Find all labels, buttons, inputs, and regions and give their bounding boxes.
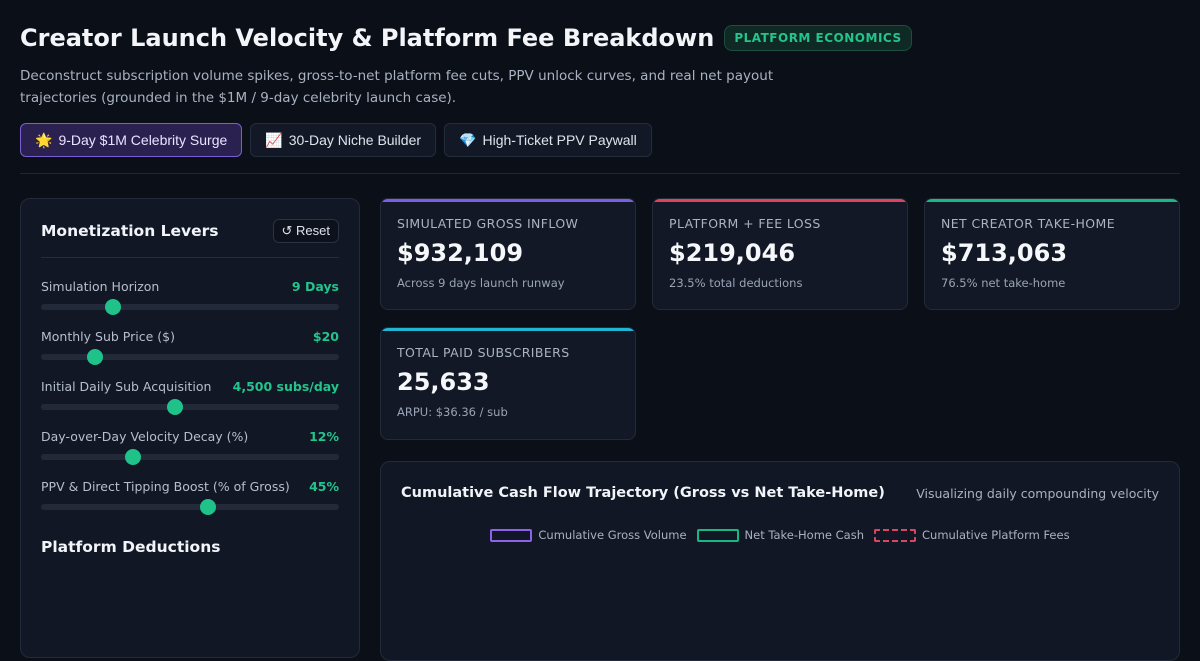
kpi-label: PLATFORM + FEE LOSS <box>669 216 821 231</box>
kpi-label: NET CREATOR TAKE-HOME <box>941 216 1116 231</box>
lever-label: Initial Daily Sub Acquisition <box>41 379 212 394</box>
monetization-levers-panel: Monetization Levers ↺ Reset Simulation H… <box>20 198 360 658</box>
slider-thumb[interactable] <box>199 499 216 515</box>
kpi-value: $713,063 <box>941 239 1068 267</box>
lever-velocity-decay: Day-over-Day Velocity Decay (%) 12% <box>41 408 339 465</box>
legend-item-fees[interactable]: Cumulative Platform Fees <box>874 528 1070 542</box>
chart-title: Cumulative Cash Flow Trajectory (Gross v… <box>401 485 885 501</box>
card-accent-bar <box>925 199 1179 202</box>
kpi-fee-loss-card: PLATFORM + FEE LOSS $219,046 23.5% total… <box>652 198 908 310</box>
preset-label: 9-Day $1M Celebrity Surge <box>58 132 228 148</box>
legend-item-gross[interactable]: Cumulative Gross Volume <box>490 528 687 542</box>
legend-swatch <box>490 528 533 542</box>
lever-label: Monthly Sub Price ($) <box>41 329 175 344</box>
slider-track[interactable] <box>41 499 339 515</box>
card-accent-bar <box>381 199 635 202</box>
kpi-value: 25,633 <box>397 368 490 396</box>
header: Creator Launch Velocity & Platform Fee B… <box>20 24 912 52</box>
cash-flow-chart-card: Cumulative Cash Flow Trajectory (Gross v… <box>380 461 1180 661</box>
platform-economics-badge: PLATFORM ECONOMICS <box>724 25 912 51</box>
preset-niche-builder-button[interactable]: 📈 30-Day Niche Builder <box>250 123 437 157</box>
star-icon: 🌟 <box>35 131 53 148</box>
kpi-gross-inflow-card: SIMULATED GROSS INFLOW $932,109 Across 9… <box>380 198 636 310</box>
chart-note: Visualizing daily compounding velocity <box>916 486 1159 501</box>
lever-label: PPV & Direct Tipping Boost (% of Gross) <box>41 479 290 494</box>
kpi-paid-subscribers-card: TOTAL PAID SUBSCRIBERS 25,633 ARPU: $36.… <box>380 327 636 440</box>
kpi-value: $219,046 <box>669 239 796 267</box>
slider-track[interactable] <box>41 399 339 415</box>
legend-label: Cumulative Gross Volume <box>538 528 687 542</box>
kpi-value: $932,109 <box>397 239 524 267</box>
legend-swatch <box>696 528 739 542</box>
page-subtitle: Deconstruct subscription volume spikes, … <box>20 68 774 106</box>
lever-value: 45% <box>309 479 339 494</box>
kpi-net-take-home-card: NET CREATOR TAKE-HOME $713,063 76.5% net… <box>924 198 1180 310</box>
preset-celebrity-surge-button[interactable]: 🌟 9-Day $1M Celebrity Surge <box>20 123 243 157</box>
kpi-subtext: 76.5% net take-home <box>941 276 1066 290</box>
kpi-subtext: Across 9 days launch runway <box>397 276 565 290</box>
kpi-label: SIMULATED GROSS INFLOW <box>397 216 579 231</box>
lever-label: Day-over-Day Velocity Decay (%) <box>41 429 249 444</box>
levers-title: Monetization Levers <box>41 222 219 240</box>
lever-simulation-horizon: Simulation Horizon 9 Days <box>41 258 339 315</box>
page-title: Creator Launch Velocity & Platform Fee B… <box>20 24 715 52</box>
reset-button[interactable]: ↺ Reset <box>272 219 339 243</box>
lever-daily-sub-acquisition: Initial Daily Sub Acquisition 4,500 subs… <box>41 358 339 415</box>
card-accent-bar <box>381 328 635 331</box>
kpi-subtext: ARPU: $36.36 / sub <box>397 405 508 419</box>
lever-label: Simulation Horizon <box>41 279 160 294</box>
legend-swatch <box>874 528 916 542</box>
chart-legend: Cumulative Gross Volume Net Take-Home Ca… <box>381 528 1179 542</box>
slider-thumb[interactable] <box>86 349 103 365</box>
lever-ppv-tipping-boost: PPV & Direct Tipping Boost (% of Gross) … <box>41 458 339 515</box>
header-divider <box>20 173 1180 174</box>
slider-track[interactable] <box>41 349 339 365</box>
slider-track[interactable] <box>41 299 339 315</box>
legend-label: Cumulative Platform Fees <box>922 528 1070 542</box>
lever-value: $20 <box>312 329 339 344</box>
preset-label: High-Ticket PPV Paywall <box>482 132 637 148</box>
lever-value: 9 Days <box>291 279 339 294</box>
gem-icon: 💎 <box>459 131 477 148</box>
legend-item-net[interactable]: Net Take-Home Cash <box>696 528 864 542</box>
kpi-label: TOTAL PAID SUBSCRIBERS <box>397 345 570 360</box>
legend-label: Net Take-Home Cash <box>744 528 864 542</box>
lever-value: 4,500 subs/day <box>232 379 339 394</box>
card-accent-bar <box>653 199 907 202</box>
preset-ppv-paywall-button[interactable]: 💎 High-Ticket PPV Paywall <box>444 123 652 157</box>
lever-value: 12% <box>309 429 339 444</box>
slider-track[interactable] <box>41 449 339 465</box>
preset-label: 30-Day Niche Builder <box>288 132 422 148</box>
slider-thumb[interactable] <box>104 299 121 315</box>
slider-thumb[interactable] <box>167 399 184 415</box>
lever-monthly-sub-price: Monthly Sub Price ($) $20 <box>41 308 339 365</box>
chart-increasing-icon: 📈 <box>265 131 283 148</box>
preset-scenarios: 🌟 9-Day $1M Celebrity Surge 📈 30-Day Nic… <box>20 123 652 157</box>
platform-deductions-heading: Platform Deductions <box>41 538 221 556</box>
slider-thumb[interactable] <box>125 449 142 465</box>
kpi-subtext: 23.5% total deductions <box>669 276 803 290</box>
